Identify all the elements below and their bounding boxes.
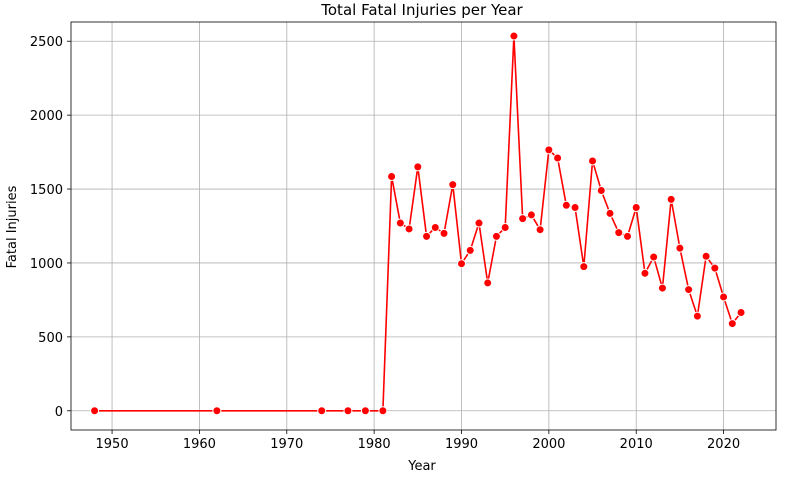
data-markers xyxy=(90,31,746,416)
chart-title: Total Fatal Injuries per Year xyxy=(320,1,523,19)
data-point xyxy=(404,224,414,234)
series-line xyxy=(94,35,742,412)
data-point xyxy=(518,214,528,224)
data-point xyxy=(622,231,632,241)
data-point xyxy=(491,231,501,241)
data-point xyxy=(317,406,327,416)
data-point xyxy=(736,307,746,317)
x-tick-label: 1950 xyxy=(96,437,129,452)
y-tick-label: 2500 xyxy=(30,35,63,50)
data-point xyxy=(561,200,571,210)
data-point xyxy=(535,225,545,235)
data-point xyxy=(483,278,493,288)
data-point xyxy=(579,262,589,272)
data-point xyxy=(395,218,405,228)
x-tick-label: 1980 xyxy=(358,437,391,452)
x-tick-label: 1960 xyxy=(183,437,216,452)
data-point xyxy=(701,251,711,261)
data-point xyxy=(413,162,423,172)
y-tick-label: 1500 xyxy=(30,183,63,198)
data-point xyxy=(588,156,598,166)
data-point xyxy=(90,406,100,416)
data-point xyxy=(692,311,702,321)
data-point xyxy=(596,186,606,196)
data-point xyxy=(387,171,397,181)
plot-frame xyxy=(70,21,777,431)
grid-lines xyxy=(71,22,776,430)
data-point xyxy=(649,252,659,262)
y-tick-label: 1000 xyxy=(30,257,63,272)
data-point xyxy=(640,268,650,278)
data-point xyxy=(605,208,615,218)
tick-labels: 1950 1960 1970 1980 1990 2000 2010 2020 0 500 1000… xyxy=(30,35,740,452)
data-point xyxy=(457,259,467,269)
data-point xyxy=(631,203,641,213)
data-point xyxy=(422,231,432,241)
data-point xyxy=(448,180,458,190)
data-point xyxy=(710,263,720,273)
x-tick-label: 2020 xyxy=(707,437,740,452)
y-tick-label: 500 xyxy=(38,331,63,346)
data-point xyxy=(719,292,729,302)
y-tick-label: 2000 xyxy=(30,109,63,124)
data-point xyxy=(675,243,685,253)
axes xyxy=(67,21,777,434)
data-point xyxy=(509,31,519,41)
y-axis-label: Fatal Injuries xyxy=(5,185,20,268)
data-point xyxy=(378,406,388,416)
data-point xyxy=(657,283,667,293)
data-point xyxy=(544,145,554,155)
x-tick-label: 2000 xyxy=(532,437,565,452)
data-point xyxy=(500,222,510,232)
x-tick-label: 1970 xyxy=(270,437,303,452)
y-tick-label: 0 xyxy=(55,405,63,420)
data-point xyxy=(684,285,694,295)
data-point xyxy=(465,245,475,255)
x-axis-label: Year xyxy=(407,459,436,474)
x-tick-label: 2010 xyxy=(620,437,653,452)
data-point xyxy=(474,218,484,228)
data-point xyxy=(727,319,737,329)
data-point xyxy=(343,406,353,416)
series-layer xyxy=(94,35,742,412)
data-point xyxy=(360,406,370,416)
data-point xyxy=(614,228,624,238)
data-point xyxy=(439,228,449,238)
data-point xyxy=(212,406,222,416)
data-point xyxy=(430,222,440,232)
x-tick-label: 1990 xyxy=(445,437,478,452)
data-point xyxy=(666,194,676,204)
data-point xyxy=(570,203,580,213)
data-point xyxy=(526,210,536,220)
data-point xyxy=(553,153,563,163)
